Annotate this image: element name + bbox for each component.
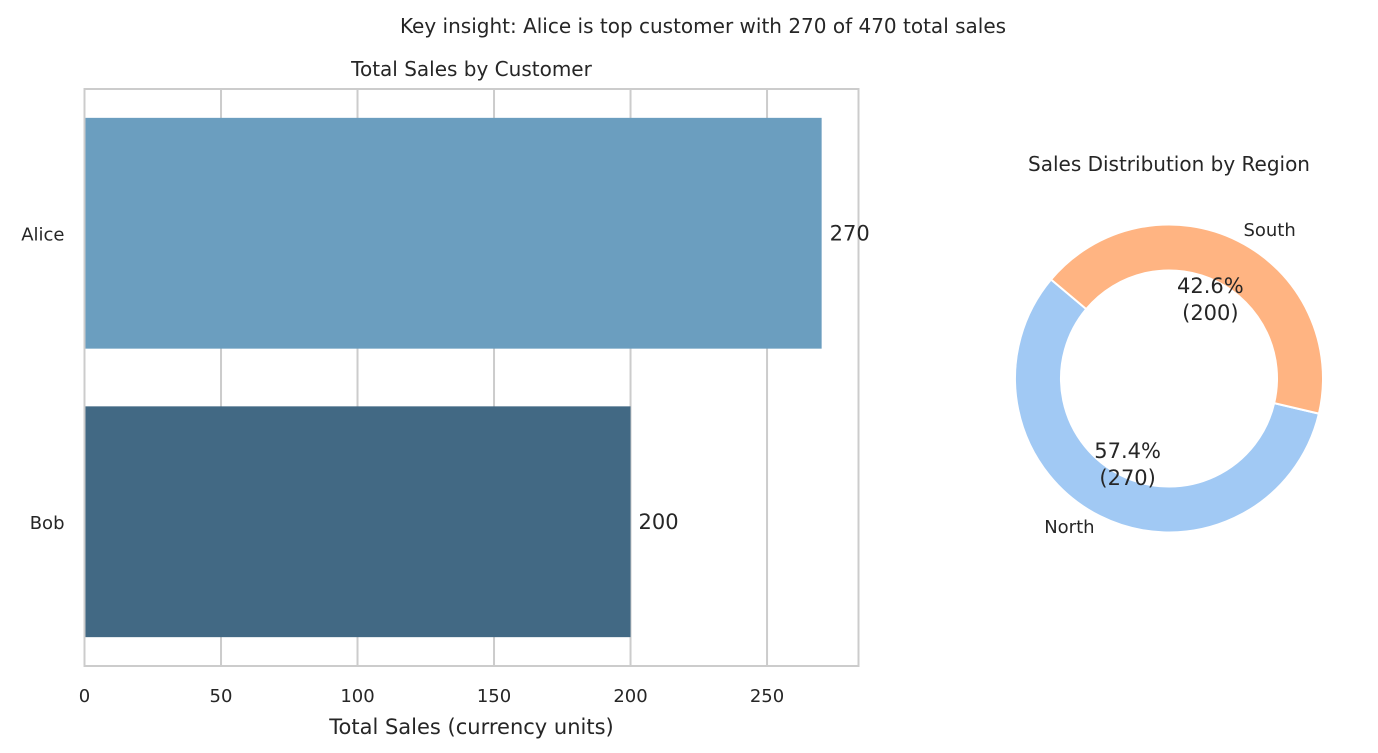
bar-chart-x-tick-label: 100 — [340, 686, 374, 707]
bar-chart-categories: Alice Bob — [21, 224, 64, 534]
bar-chart-x-tick-label: 250 — [750, 686, 784, 707]
donut-count-label: (200) — [1182, 301, 1238, 325]
donut-category-label: North — [1044, 517, 1094, 538]
bar-chart: Total Sales by Customer 0 50 100 150 200 250 … — [21, 57, 870, 739]
bar-value-label: 270 — [830, 221, 870, 245]
donut-chart-wedges — [1014, 223, 1324, 534]
donut-percent-label: 57.4% — [1094, 439, 1161, 463]
bar-chart-x-ticks: 0 50 100 150 200 250 — [79, 686, 784, 707]
donut-chart-labels: North 57.4% (270) South 42.6% (200) — [1044, 220, 1296, 538]
donut-category-label: South — [1243, 220, 1295, 241]
bar-alice — [84, 117, 822, 349]
bar-chart-title: Total Sales by Customer — [350, 57, 592, 81]
bar-chart-category-label: Alice — [21, 224, 64, 245]
bar-chart-bars — [84, 117, 822, 638]
bar-chart-xlabel: Total Sales (currency units) — [328, 715, 613, 739]
donut-chart-title: Sales Distribution by Region — [1028, 152, 1310, 176]
donut-wedge-south — [1049, 223, 1324, 415]
bar-chart-value-labels: 270 200 — [639, 221, 870, 534]
donut-percent-label: 42.6% — [1177, 274, 1244, 298]
bar-chart-x-tick-label: 200 — [613, 686, 647, 707]
bar-chart-category-label: Bob — [30, 513, 65, 534]
bar-chart-x-tick-label: 50 — [210, 686, 233, 707]
donut-chart: Sales Distribution by Region North 57.4% (… — [1014, 152, 1324, 538]
bar-chart-x-tick-label: 0 — [79, 686, 90, 707]
bar-value-label: 200 — [639, 510, 679, 534]
bar-chart-frame — [83, 88, 860, 667]
donut-wedge-north — [1014, 278, 1321, 534]
figure-suptitle: Key insight: Alice is top customer with … — [400, 14, 1006, 38]
donut-count-label: (270) — [1099, 466, 1155, 490]
bar-bob — [84, 406, 631, 638]
bar-chart-x-tick-label: 150 — [477, 686, 511, 707]
